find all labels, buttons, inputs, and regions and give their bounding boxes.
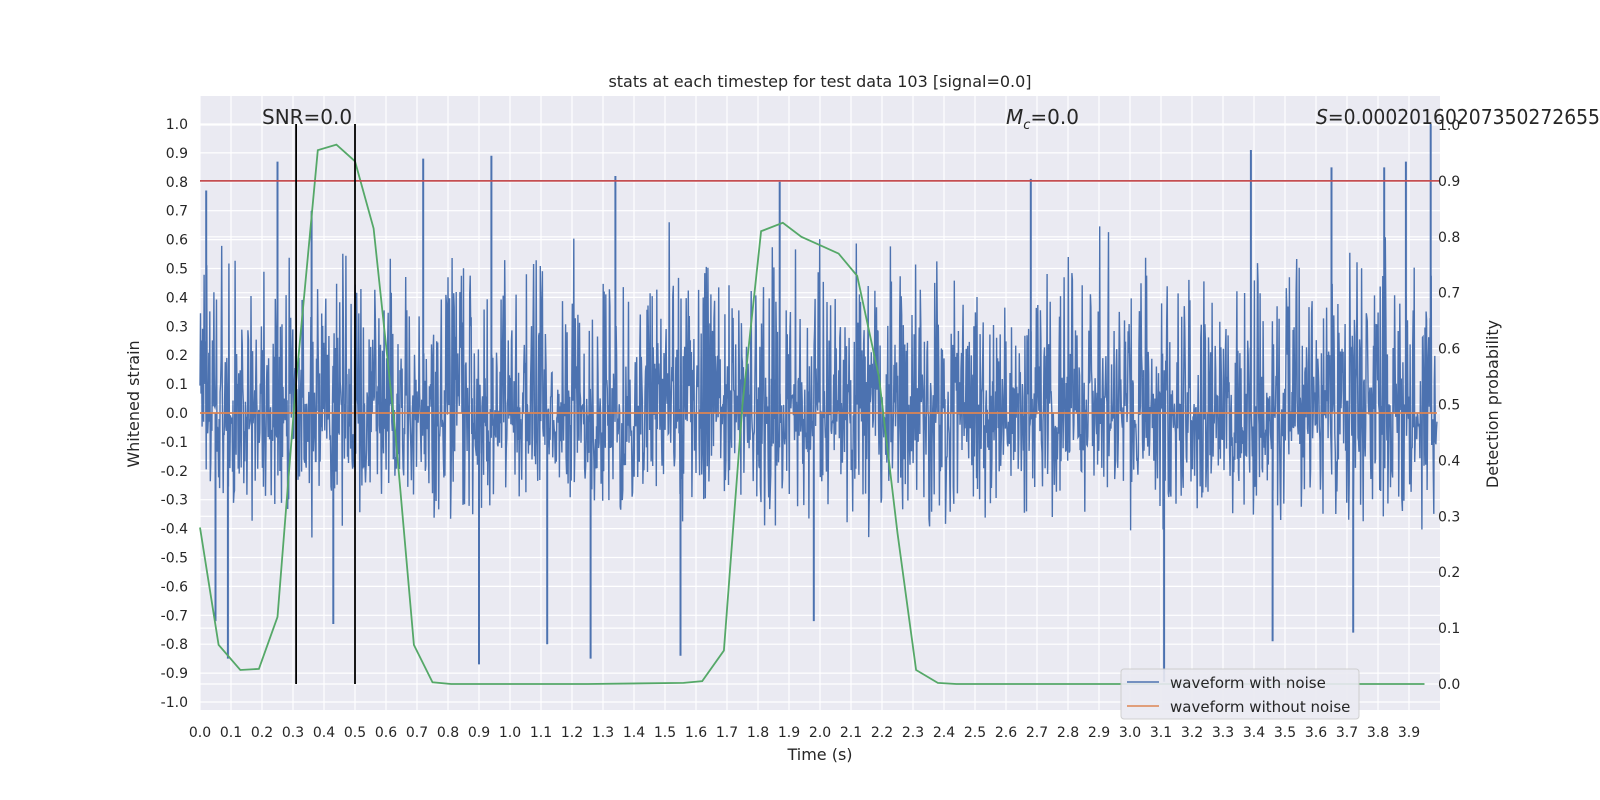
mc-value: =0.0 (1030, 105, 1079, 129)
chart-title: stats at each timestep for test data 103… (608, 72, 1031, 91)
y-tick-label: 0.6 (166, 233, 188, 249)
y-tick-label: -0.8 (161, 637, 188, 653)
x-tick-label: 1.2 (561, 725, 583, 741)
waveform-with-noise-line (199, 222, 1438, 538)
y2-tick-label: 0.3 (1438, 509, 1460, 525)
x-tick-label: 2.4 (933, 725, 955, 741)
y2-tick-label: 0.2 (1438, 565, 1460, 581)
x-tick-label: 2.7 (1026, 725, 1048, 741)
x-tick-label: 3.6 (1305, 725, 1327, 741)
series-detection-probability (199, 143, 1425, 685)
mc-symbol: M (1006, 105, 1023, 129)
detection-probability-line (199, 143, 1425, 685)
y-tick-labels: 1.0 0.9 0.8 0.7 0.6 0.5 0.4 0.3 0.2 0.1 0.0 -0.1 -0.… (161, 117, 188, 711)
y-tick-label: -0.4 (161, 522, 188, 538)
s-annotation: S=0.00020160207350272655 (1316, 105, 1600, 129)
x-tick-label: 1.5 (654, 725, 676, 741)
y2-tick-label: 0.5 (1438, 398, 1460, 414)
x-tick-label: 2.5 (964, 725, 986, 741)
x-tick-label: 3.5 (1274, 725, 1296, 741)
y2-tick-label: 0.6 (1438, 342, 1460, 358)
x-tick-label: 1.3 (592, 725, 614, 741)
y-tick-label: -1.0 (161, 695, 188, 711)
x-tick-label: 3.8 (1367, 725, 1389, 741)
x-tick-label: 1.0 (499, 725, 521, 741)
x-axis-label: Time (s) (786, 745, 852, 764)
y-tick-label: 0.2 (166, 348, 188, 364)
y-tick-label: -0.6 (161, 579, 188, 595)
x-tick-label: 1.8 (747, 725, 769, 741)
x-tick-label: 0.4 (313, 725, 335, 741)
x-tick-label: 3.4 (1243, 725, 1265, 741)
x-tick-label: 0.3 (282, 725, 304, 741)
legend-box (1120, 668, 1360, 720)
mc-annotation: Mc=0.0 (1006, 105, 1079, 133)
x-tick-label: 0.7 (406, 725, 428, 741)
x-tick-label: 3.3 (1212, 725, 1234, 741)
y2-tick-label: 0.8 (1438, 230, 1460, 246)
s-value: =0.00020160207350272655 (1328, 105, 1600, 129)
x-tick-label: 0.0 (189, 725, 211, 741)
y2-tick-label: 0.9 (1438, 174, 1460, 190)
x-tick-label: 3.0 (1119, 725, 1141, 741)
x-tick-label: 0.2 (251, 725, 273, 741)
x-tick-label: 0.8 (437, 725, 459, 741)
y2-tick-label: 0.7 (1438, 286, 1460, 302)
y-tick-label: -0.2 (161, 464, 188, 480)
x-tick-label: 2.2 (871, 725, 893, 741)
y-axis-label: Whitened strain (124, 340, 143, 467)
y-tick-label: -0.3 (161, 493, 188, 509)
x-tick-label: 2.1 (840, 725, 862, 741)
y-tick-label: 0.3 (166, 319, 188, 335)
x-tick-label: 1.4 (623, 725, 645, 741)
legend-label-waveform-with-noise: waveform with noise (1170, 674, 1326, 692)
x-tick-label: 2.6 (995, 725, 1017, 741)
x-tick-label: 3.1 (1150, 725, 1172, 741)
x-tick-label: 2.3 (902, 725, 924, 741)
x-tick-label: 0.5 (344, 725, 366, 741)
y-tick-label: -0.5 (161, 551, 188, 567)
y2-tick-label: 1.0 (1438, 118, 1460, 134)
x-tick-label: 1.7 (716, 725, 738, 741)
legend-label-waveform-without-noise: waveform without noise (1170, 698, 1350, 716)
x-tick-labels: 0.0 0.1 0.2 0.3 0.4 0.5 0.6 0.7 0.8 0.9 1.0 1.1 1.2 1… (189, 725, 1420, 741)
y-tick-label: 0.1 (166, 377, 188, 393)
y2-tick-label: 0.1 (1438, 621, 1460, 637)
y-tick-label: 0.8 (166, 175, 188, 191)
y-tick-label: -0.9 (161, 666, 188, 682)
x-tick-label: 0.6 (375, 725, 397, 741)
x-tick-label: 0.9 (468, 725, 490, 741)
x-tick-label: 3.7 (1336, 725, 1358, 741)
y-tick-label: -0.1 (161, 435, 188, 451)
y-tick-label: 0.0 (166, 406, 188, 422)
y2-axis-label: Detection probability (1483, 320, 1502, 488)
legend: waveform with noise waveform without noi… (1120, 668, 1360, 720)
y2-tick-label: 0.4 (1438, 453, 1460, 469)
y-tick-label: 0.9 (166, 146, 188, 162)
x-tick-label: 1.1 (530, 725, 552, 741)
x-tick-label: 1.9 (778, 725, 800, 741)
x-tick-label: 2.8 (1057, 725, 1079, 741)
y-tick-label: 1.0 (166, 117, 188, 133)
y2-tick-labels: 1.0 0.9 0.8 0.7 0.6 0.5 0.4 0.3 0.2 0.1 0.0 (1438, 118, 1460, 693)
x-tick-label: 0.1 (220, 725, 242, 741)
y2-tick-label: 0.0 (1438, 677, 1460, 693)
reference-lines (200, 124, 1440, 684)
x-tick-label: 1.6 (685, 725, 707, 741)
x-tick-label: 2.9 (1088, 725, 1110, 741)
y-tick-label: 0.4 (166, 290, 188, 306)
x-tick-label: 3.9 (1398, 725, 1420, 741)
x-tick-label: 3.2 (1181, 725, 1203, 741)
x-tick-label: 2.0 (809, 725, 831, 741)
s-symbol: S (1316, 105, 1328, 129)
series-waveform-with-noise (199, 124, 1438, 682)
y-tick-label: 0.5 (166, 262, 188, 278)
y-tick-label: 0.7 (166, 204, 188, 220)
snr-annotation: SNR=0.0 (262, 105, 352, 129)
y-tick-label: -0.7 (161, 608, 188, 624)
mc-subscript: c (1023, 118, 1030, 133)
